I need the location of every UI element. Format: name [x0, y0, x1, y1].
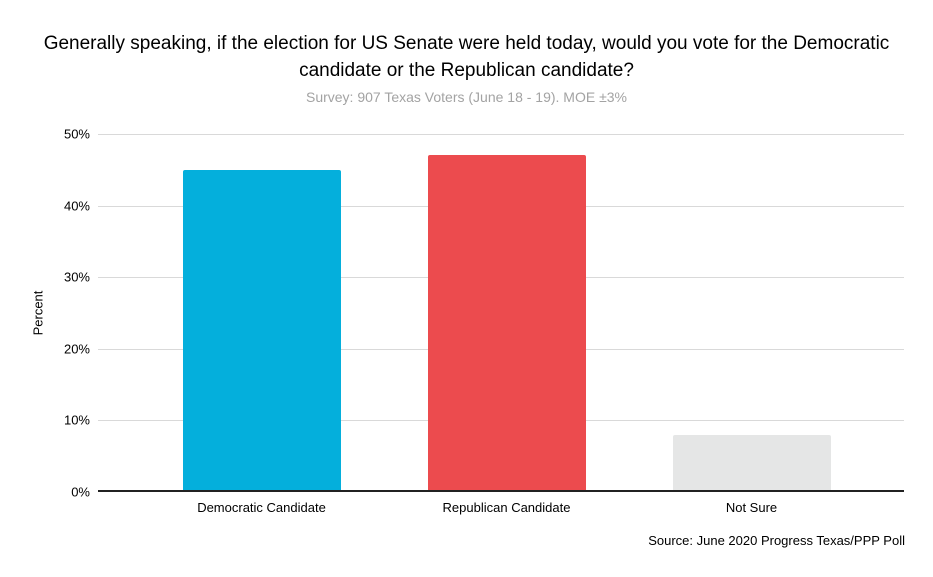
y-tick-label-20: 20% [63, 341, 90, 357]
chart-subtitle: Survey: 907 Texas Voters (June 18 - 19).… [305, 89, 628, 105]
y-axis-tick-labels: 0% 10% 20% 30% 40% 50% [0, 127, 90, 500]
source-note: Source: June 2020 Progress Texas/PPP Pol… [648, 533, 905, 548]
bar-column-republican-candidate [384, 134, 629, 492]
plot-area [98, 134, 904, 492]
y-tick-label-30: 30% [63, 269, 90, 285]
bar-republican-candidate [427, 155, 586, 492]
bar-column-not-sure [629, 134, 874, 492]
x-axis-label-democratic-candidate: Democratic Candidate [197, 500, 326, 515]
bar-column-democratic-candidate [139, 134, 384, 492]
bar-not-sure [672, 434, 831, 492]
y-tick-label-10: 10% [63, 412, 90, 428]
y-tick-label-50: 50% [63, 126, 90, 142]
gridline-50pct [98, 134, 904, 135]
bar-democratic-candidate [182, 169, 341, 492]
y-tick-label-40: 40% [63, 198, 90, 214]
x-axis-baseline [98, 490, 904, 492]
x-axis-label-not-sure: Not Sure [725, 500, 778, 515]
y-tick-label-0: 0% [71, 484, 90, 500]
bars-row [98, 134, 904, 492]
x-axis-label-republican-candidate: Republican Candidate [442, 500, 571, 515]
chart-title: Generally speaking, if the election for … [43, 33, 890, 81]
x-axis-labels: Democratic Candidate Republican Candidate… [98, 500, 904, 515]
